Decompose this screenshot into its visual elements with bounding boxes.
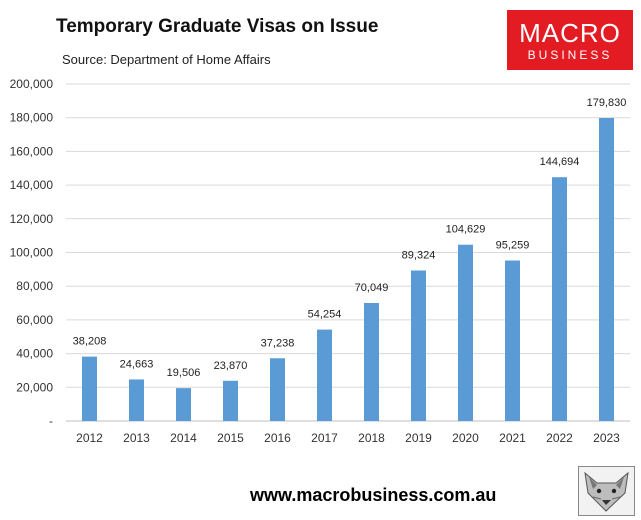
y-tick-label: 160,000 — [10, 144, 54, 158]
gridlines — [66, 83, 630, 422]
x-tick-label: 2013 — [123, 431, 150, 445]
x-tick-label: 2016 — [264, 431, 291, 445]
y-tick-label: 200,000 — [10, 77, 54, 91]
bar-2015 — [223, 380, 238, 421]
y-tick-label: 80,000 — [16, 279, 53, 293]
x-tick-label: 2020 — [452, 431, 479, 445]
x-tick-label: 2012 — [76, 431, 103, 445]
data-label: 179,830 — [587, 97, 627, 109]
data-label: 23,870 — [214, 360, 248, 372]
x-tick-label: 2015 — [217, 431, 244, 445]
macrobusiness-logo[interactable]: MACRO BUSINESS — [507, 10, 633, 70]
website-url[interactable]: www.macrobusiness.com.au — [250, 485, 497, 505]
data-label: 144,694 — [540, 156, 580, 168]
bar-2016 — [270, 358, 285, 421]
x-axis-ticks: 2012 2013 2014 2015 2016 2017 2018 2019 2020 2021… — [76, 431, 620, 445]
y-tick-label: 100,000 — [10, 246, 54, 260]
y-tick-label: - — [49, 414, 53, 428]
data-labels: 38,208 24,663 19,506 23,870 37,238 54,254 70,0… — [73, 97, 627, 379]
data-label: 37,238 — [261, 337, 295, 349]
y-tick-label: 120,000 — [10, 212, 54, 226]
x-tick-label: 2023 — [593, 431, 620, 445]
data-label: 89,324 — [402, 249, 436, 261]
bar-2012 — [82, 356, 97, 421]
bar-2020 — [458, 244, 473, 421]
chart-source: Source: Department of Home Affairs — [62, 52, 271, 67]
logo-text-macro: MACRO — [519, 18, 621, 48]
bar-2018 — [364, 302, 379, 421]
logo-text-business: BUSINESS — [527, 48, 613, 62]
data-label: 104,629 — [446, 224, 486, 236]
y-tick-label: 40,000 — [16, 347, 53, 361]
data-label: 95,259 — [496, 239, 530, 251]
y-tick-label: 140,000 — [10, 178, 54, 192]
x-tick-label: 2017 — [311, 431, 338, 445]
bar-2017 — [317, 329, 332, 421]
bar-2023 — [599, 117, 614, 421]
x-tick-label: 2022 — [546, 431, 573, 445]
data-label: 54,254 — [308, 309, 342, 321]
bars — [82, 117, 614, 421]
y-tick-label: 180,000 — [10, 111, 54, 125]
bar-2022 — [552, 177, 567, 421]
bar-2013 — [129, 379, 144, 421]
bar-chart: - 20,000 40,000 60,000 80,000 100,000 120,000 1… — [10, 77, 630, 445]
data-label: 24,663 — [120, 358, 154, 370]
x-tick-label: 2018 — [358, 431, 385, 445]
y-tick-label: 20,000 — [16, 380, 53, 394]
fox-mascot-icon — [578, 466, 635, 516]
x-tick-label: 2021 — [499, 431, 526, 445]
y-axis-ticks: - 20,000 40,000 60,000 80,000 100,000 120,000 1… — [10, 77, 54, 428]
bar-2014 — [176, 388, 191, 421]
data-label: 70,049 — [355, 282, 389, 294]
bar-2019 — [411, 270, 426, 421]
chart-title: Temporary Graduate Visas on Issue — [56, 16, 379, 37]
bar-2021 — [505, 260, 520, 421]
data-label: 19,506 — [167, 367, 201, 379]
x-tick-label: 2014 — [170, 431, 197, 445]
x-tick-label: 2019 — [405, 431, 432, 445]
data-label: 38,208 — [73, 336, 107, 348]
y-tick-label: 60,000 — [16, 313, 53, 327]
